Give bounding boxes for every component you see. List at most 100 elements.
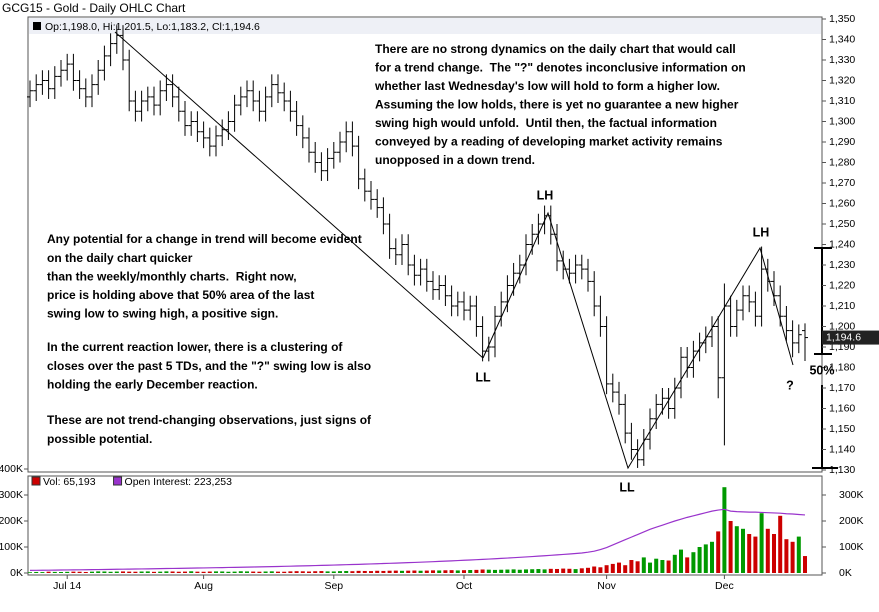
- volume-bar: [257, 571, 262, 573]
- ohlc-bars: [27, 25, 808, 468]
- x-tick-label: Dec: [715, 580, 734, 592]
- volume-bar: [207, 571, 212, 573]
- y-tick-label: 1,340: [829, 33, 855, 45]
- y-tick-label: 100K: [0, 541, 23, 553]
- volume-bar: [28, 572, 32, 573]
- legend-text: Op:1,198.0, Hi:1,201.5, Lo:1,183.2, Cl:1…: [45, 21, 260, 33]
- volume-bar: [648, 562, 652, 573]
- volume-bar: [703, 544, 708, 573]
- y-tick-label: 400K: [0, 463, 23, 475]
- volume-bar: [790, 541, 795, 573]
- volume-bar: [393, 570, 398, 573]
- volume-bar: [356, 570, 361, 573]
- volume-bar: [344, 571, 349, 573]
- volume-bar: [46, 571, 51, 573]
- volume-bar: [238, 571, 243, 573]
- volume-bar: [505, 569, 510, 573]
- volume-bar: [276, 571, 280, 573]
- y-tick-label: 0K: [10, 567, 23, 579]
- volume-bar: [697, 547, 702, 573]
- y-tick-label: 1,160: [829, 402, 855, 414]
- volume-bar: [468, 570, 473, 573]
- annotation-line: Any potential for a change in trend will…: [47, 232, 362, 246]
- volume-bar: [555, 568, 559, 573]
- volume-bar: [307, 571, 311, 573]
- volume-bar: [561, 568, 566, 573]
- swing-label: 50%: [809, 363, 834, 377]
- volume-bar: [362, 570, 367, 573]
- volume-bar: [214, 571, 218, 573]
- volume-bar: [319, 571, 324, 573]
- volume-bar: [431, 570, 435, 573]
- volume-bar: [387, 570, 392, 573]
- volume-bar: [567, 568, 572, 573]
- volume-bar: [517, 569, 522, 573]
- volume-bar: [176, 571, 181, 573]
- volume-bar: [617, 562, 621, 573]
- volume-bar: [59, 572, 63, 573]
- y-tick-label: 1,220: [829, 279, 855, 291]
- volume-bar: [573, 569, 578, 573]
- annotation-line: Assuming the low holds, there is yet no …: [375, 98, 739, 112]
- volume-bar: [189, 571, 194, 573]
- volume-bar: [164, 571, 169, 573]
- legend-swatch: [33, 22, 41, 30]
- annotation-line: conveyed by a reading of developing mark…: [375, 135, 723, 149]
- volume-bar: [232, 571, 237, 573]
- volume-bar: [300, 571, 305, 573]
- volume-bar: [548, 568, 553, 573]
- volume-bar: [121, 571, 125, 573]
- volume-bar: [784, 539, 789, 573]
- volume-bar: [462, 570, 466, 573]
- swing-label: LL: [475, 370, 491, 384]
- y-tick-label: 1,290: [829, 136, 855, 148]
- y2-tick-label: 200K: [839, 515, 864, 527]
- y-tick-label: 1,200: [829, 320, 855, 332]
- y-tick-label: 1,150: [829, 423, 855, 435]
- volume-bar: [641, 557, 646, 573]
- volume-bar: [778, 515, 783, 573]
- volume-bar: [152, 571, 156, 573]
- volume-bar: [108, 571, 113, 573]
- legend-label: Vol: 65,193: [43, 476, 96, 488]
- swing-label: LL: [619, 480, 635, 494]
- volume-bar: [772, 534, 776, 573]
- volume-bar: [331, 571, 336, 573]
- volume-bar: [604, 565, 609, 573]
- volume-bar: [759, 513, 764, 573]
- y2-tick-label: 300K: [839, 489, 864, 501]
- annotation-line: than the weekly/monthly charts. Right no…: [47, 269, 297, 283]
- y-tick-label: 300K: [0, 489, 23, 501]
- volume-bar: [511, 569, 516, 573]
- swing-label: LH: [753, 225, 770, 239]
- y-tick-label: 1,310: [829, 95, 855, 107]
- volume-bar: [183, 571, 187, 573]
- y-tick-label: 1,280: [829, 156, 855, 168]
- legend-swatch: [113, 476, 123, 486]
- volume-bar: [71, 571, 76, 573]
- y-tick-label: 1,210: [829, 300, 855, 312]
- annotation-line: In the current reaction lower, there is …: [47, 340, 343, 354]
- y-tick-label: 200K: [0, 515, 23, 527]
- volume-bar: [282, 571, 287, 573]
- y-tick-label: 1,350: [829, 13, 855, 25]
- volume-bar: [34, 571, 39, 573]
- y-tick-label: 1,300: [829, 115, 855, 127]
- volume-bar: [672, 554, 677, 573]
- volume-bar: [499, 569, 504, 573]
- volume-bar: [375, 570, 380, 573]
- annotation-line: closes over the past 5 TDs, and the "?" …: [47, 359, 371, 373]
- y-tick-label: 1,130: [829, 464, 855, 476]
- volume-bar: [288, 571, 293, 573]
- volume-bar: [610, 563, 615, 573]
- volume-bar: [418, 570, 423, 573]
- volume-bar: [133, 571, 138, 573]
- volume-bar: [524, 569, 528, 573]
- annotation-line: These are not trend-changing observation…: [47, 413, 372, 427]
- annotation-line: swing high would unfold. Until then, the…: [375, 116, 717, 130]
- annotation-line: whether last Wednesday's low will hold t…: [374, 79, 720, 93]
- volume-bar: [691, 552, 696, 573]
- y2-tick-label: 100K: [839, 541, 864, 553]
- volume-bar: [313, 571, 318, 573]
- volume-bar: [201, 571, 206, 573]
